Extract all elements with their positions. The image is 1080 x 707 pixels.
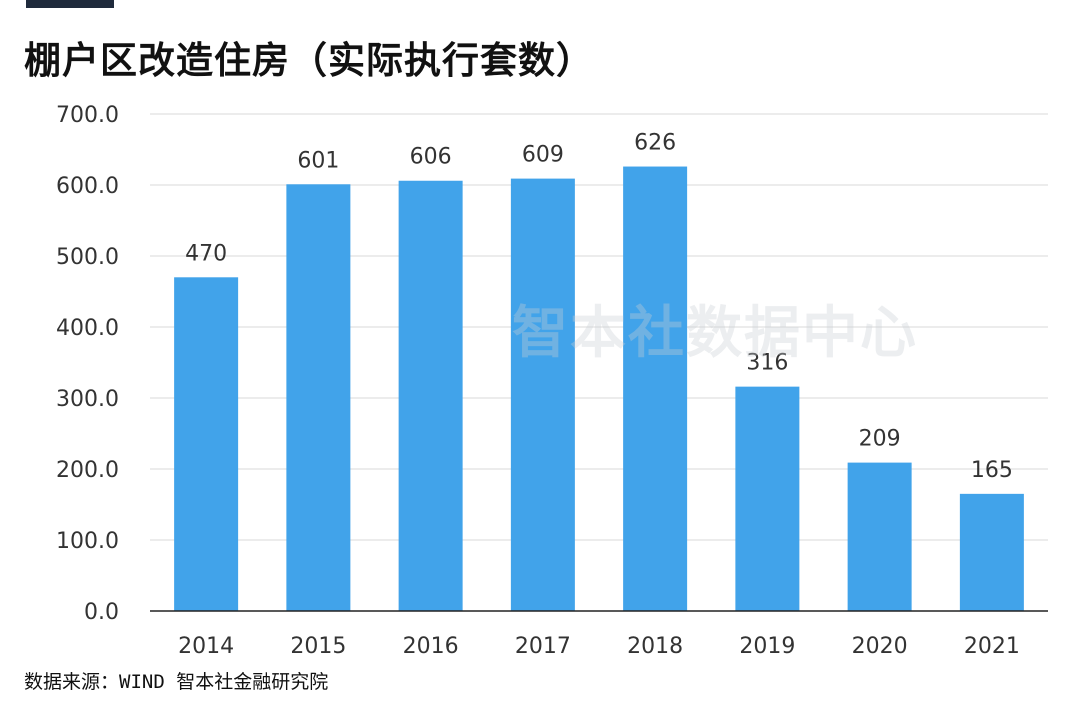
x-tick-label: 2014 <box>178 634 234 659</box>
bar <box>174 277 239 611</box>
source-note: 数据来源：WIND 智本社金融研究院 <box>24 671 329 693</box>
chart-title: 棚户区改造住房（实际执行套数） <box>24 39 594 82</box>
bar <box>286 184 351 612</box>
data-label: 606 <box>410 145 452 170</box>
data-label: 470 <box>185 241 227 266</box>
x-tick-label: 2020 <box>852 634 908 659</box>
x-tick-label: 2018 <box>627 634 683 659</box>
x-tick-label: 2017 <box>515 634 571 659</box>
y-tick-label: 700.0 <box>56 103 119 128</box>
bar <box>510 178 575 612</box>
y-tick-label: 200.0 <box>56 458 119 483</box>
bar <box>847 462 912 611</box>
data-label: 209 <box>859 427 901 452</box>
bar <box>623 166 688 612</box>
data-label: 601 <box>297 148 339 173</box>
watermark-text: 智本社数据中心 <box>512 301 918 366</box>
y-tick-label: 400.0 <box>56 316 119 341</box>
x-tick-label: 2016 <box>403 634 459 659</box>
y-tick-label: 500.0 <box>56 245 119 270</box>
data-label: 165 <box>971 458 1013 483</box>
data-label: 626 <box>634 131 676 156</box>
data-label: 609 <box>522 143 564 168</box>
x-tick-label: 2019 <box>739 634 795 659</box>
data-label: 316 <box>746 351 788 376</box>
bar <box>398 180 463 612</box>
y-tick-label: 100.0 <box>56 529 119 554</box>
x-tick-label: 2015 <box>290 634 346 659</box>
y-tick-label: 600.0 <box>56 174 119 199</box>
top-accent-bar <box>26 0 114 8</box>
bar <box>959 493 1024 611</box>
x-tick-label: 2021 <box>964 634 1020 659</box>
y-tick-label: 0.0 <box>84 600 119 625</box>
bar <box>735 386 800 611</box>
y-tick-label: 300.0 <box>56 387 119 412</box>
